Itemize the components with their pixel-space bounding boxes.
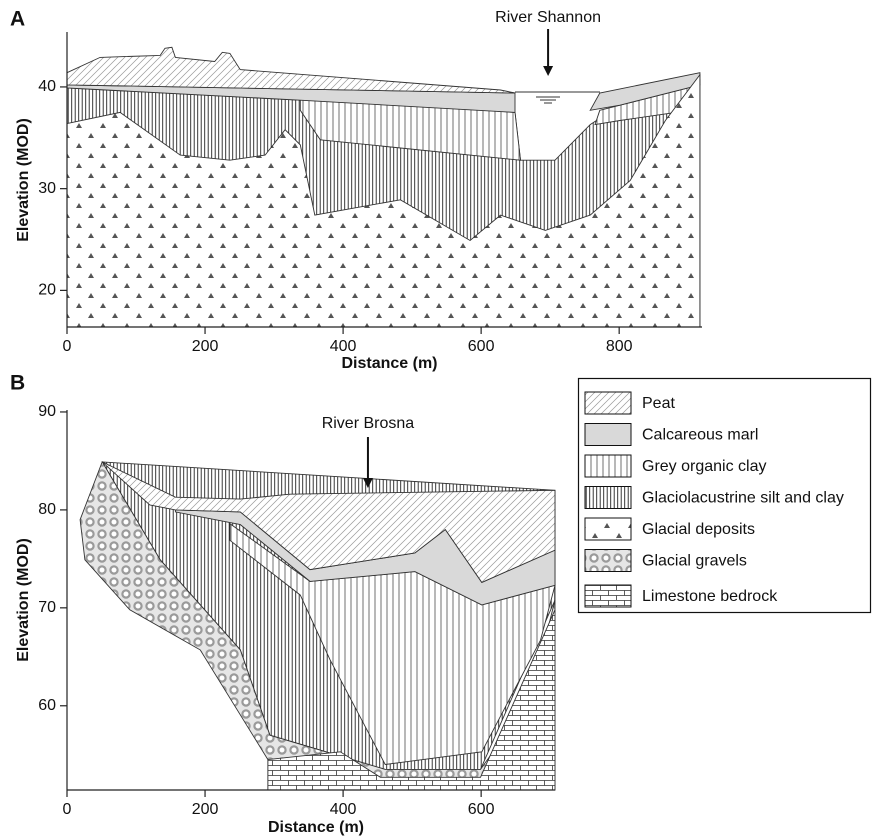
legend-swatch bbox=[585, 455, 631, 477]
panel-label: A bbox=[10, 8, 25, 31]
annotation: River Brosna bbox=[322, 415, 415, 432]
x-tick-label: 0 bbox=[63, 338, 72, 355]
x-tick-label: 600 bbox=[468, 801, 495, 818]
y-axis-title: Elevation (MOD) bbox=[15, 538, 32, 662]
x-tick-label: 0 bbox=[63, 801, 72, 818]
legend-swatch bbox=[585, 487, 631, 509]
y-tick-label: 20 bbox=[38, 282, 56, 299]
y-tick-label: 60 bbox=[38, 697, 56, 714]
panel-label: B bbox=[10, 372, 25, 395]
x-axis-title: Distance (m) bbox=[341, 355, 437, 372]
water-symbol bbox=[515, 92, 600, 103]
figure: 2030400200400600800ADistance (m)Elevatio… bbox=[0, 0, 872, 837]
arrow-head bbox=[543, 66, 553, 76]
legend-label: Limestone bedrock bbox=[642, 588, 778, 605]
x-tick-label: 200 bbox=[192, 801, 219, 818]
legend-swatch bbox=[585, 392, 631, 414]
legend-label: Calcareous marl bbox=[642, 427, 758, 444]
legend-label: Glacial deposits bbox=[642, 521, 755, 538]
legend-label: Grey organic clay bbox=[642, 458, 767, 475]
y-axis-title: Elevation (MOD) bbox=[15, 118, 32, 242]
legend-label: Peat bbox=[642, 395, 675, 412]
annotation-arrow bbox=[363, 437, 373, 488]
legend-swatch bbox=[585, 550, 631, 572]
y-tick-label: 70 bbox=[38, 599, 56, 616]
annotation: River Shannon bbox=[495, 9, 601, 26]
x-tick-label: 200 bbox=[192, 338, 219, 355]
y-tick-label: 40 bbox=[38, 78, 56, 95]
y-tick-label: 90 bbox=[38, 403, 56, 420]
legend-label: Glacial gravels bbox=[642, 553, 747, 570]
y-tick-label: 80 bbox=[38, 501, 56, 518]
legend-swatch bbox=[585, 424, 631, 446]
legend-swatch bbox=[585, 518, 631, 540]
y-tick-label: 30 bbox=[38, 180, 56, 197]
x-tick-label: 600 bbox=[468, 338, 495, 355]
layer-peat bbox=[67, 47, 515, 93]
legend-swatch bbox=[585, 585, 631, 607]
x-tick-label: 400 bbox=[330, 801, 357, 818]
x-axis-title: Distance (m) bbox=[268, 819, 364, 836]
legend-label: Glaciolacustrine silt and clay bbox=[642, 490, 844, 507]
annotation-arrow bbox=[543, 29, 553, 76]
x-tick-label: 800 bbox=[606, 338, 633, 355]
x-tick-label: 400 bbox=[330, 338, 357, 355]
